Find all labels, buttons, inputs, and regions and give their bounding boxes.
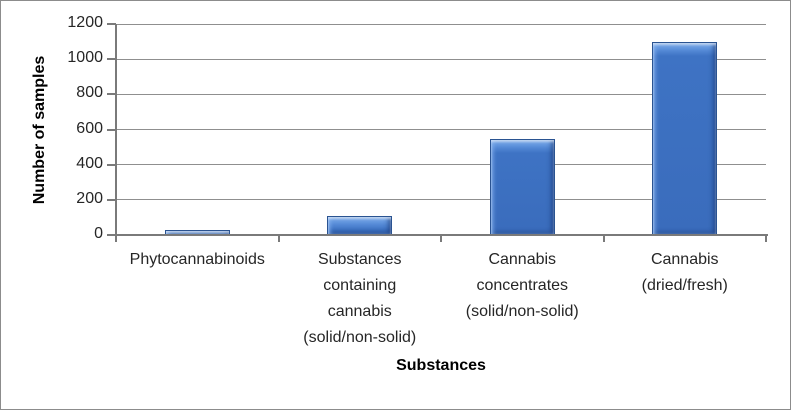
y-tick-mark: [107, 93, 116, 96]
y-tick-mark: [107, 234, 116, 236]
x-axis-title: Substances: [396, 357, 486, 374]
x-tick-mark: [277, 235, 280, 242]
gridline: [116, 164, 766, 166]
category-label-line: containing: [323, 277, 397, 294]
gridline: [116, 23, 766, 25]
category-label-line: (solid/non-solid): [465, 303, 579, 320]
category-label: Cannabis concentrates (solid/non-solid): [439, 247, 605, 325]
category-label: Phytocannabinoids: [114, 247, 280, 273]
y-tick-label: 200: [76, 189, 103, 207]
y-tick-mark: [107, 128, 116, 131]
x-tick-mark: [765, 235, 767, 242]
x-tick-mark: [115, 235, 117, 242]
gridline: [116, 58, 766, 60]
category-label: Substances containing cannabis (solid/non-s…: [277, 247, 443, 351]
plot-area: [116, 23, 766, 235]
y-tick-label: 400: [76, 154, 103, 172]
gridline: [116, 129, 766, 130]
category-label-line: cannabis: [327, 303, 392, 320]
category-label-line: (solid/non-solid): [303, 329, 417, 346]
category-label-line: Cannabis: [488, 251, 557, 268]
category-label-line: concentrates: [476, 277, 569, 294]
y-tick-label: 1200: [67, 14, 103, 32]
category-label: Cannabis (dried/fresh): [602, 247, 768, 299]
y-axis-line: [115, 24, 117, 242]
category-label-line: Substances: [317, 251, 402, 268]
y-tick-label: 800: [76, 84, 103, 102]
y-tick-label: 0: [94, 225, 103, 243]
bar: [489, 139, 555, 235]
gridline: [116, 199, 766, 201]
x-tick-mark: [440, 235, 442, 242]
y-tick-mark: [107, 163, 116, 166]
bar: [652, 42, 718, 235]
y-tick-mark: [107, 23, 116, 25]
y-tick-label: 1000: [67, 49, 103, 67]
gridline: [116, 93, 766, 95]
x-tick-mark: [602, 235, 605, 242]
y-tick-mark: [107, 58, 116, 61]
bar: [327, 215, 393, 235]
y-tick-mark: [107, 198, 116, 201]
category-label-line: Cannabis: [650, 251, 719, 268]
category-label-line: Phytocannabinoids: [129, 251, 265, 268]
category-label-line: (dried/fresh): [641, 277, 728, 294]
y-tick-label: 600: [76, 119, 103, 137]
